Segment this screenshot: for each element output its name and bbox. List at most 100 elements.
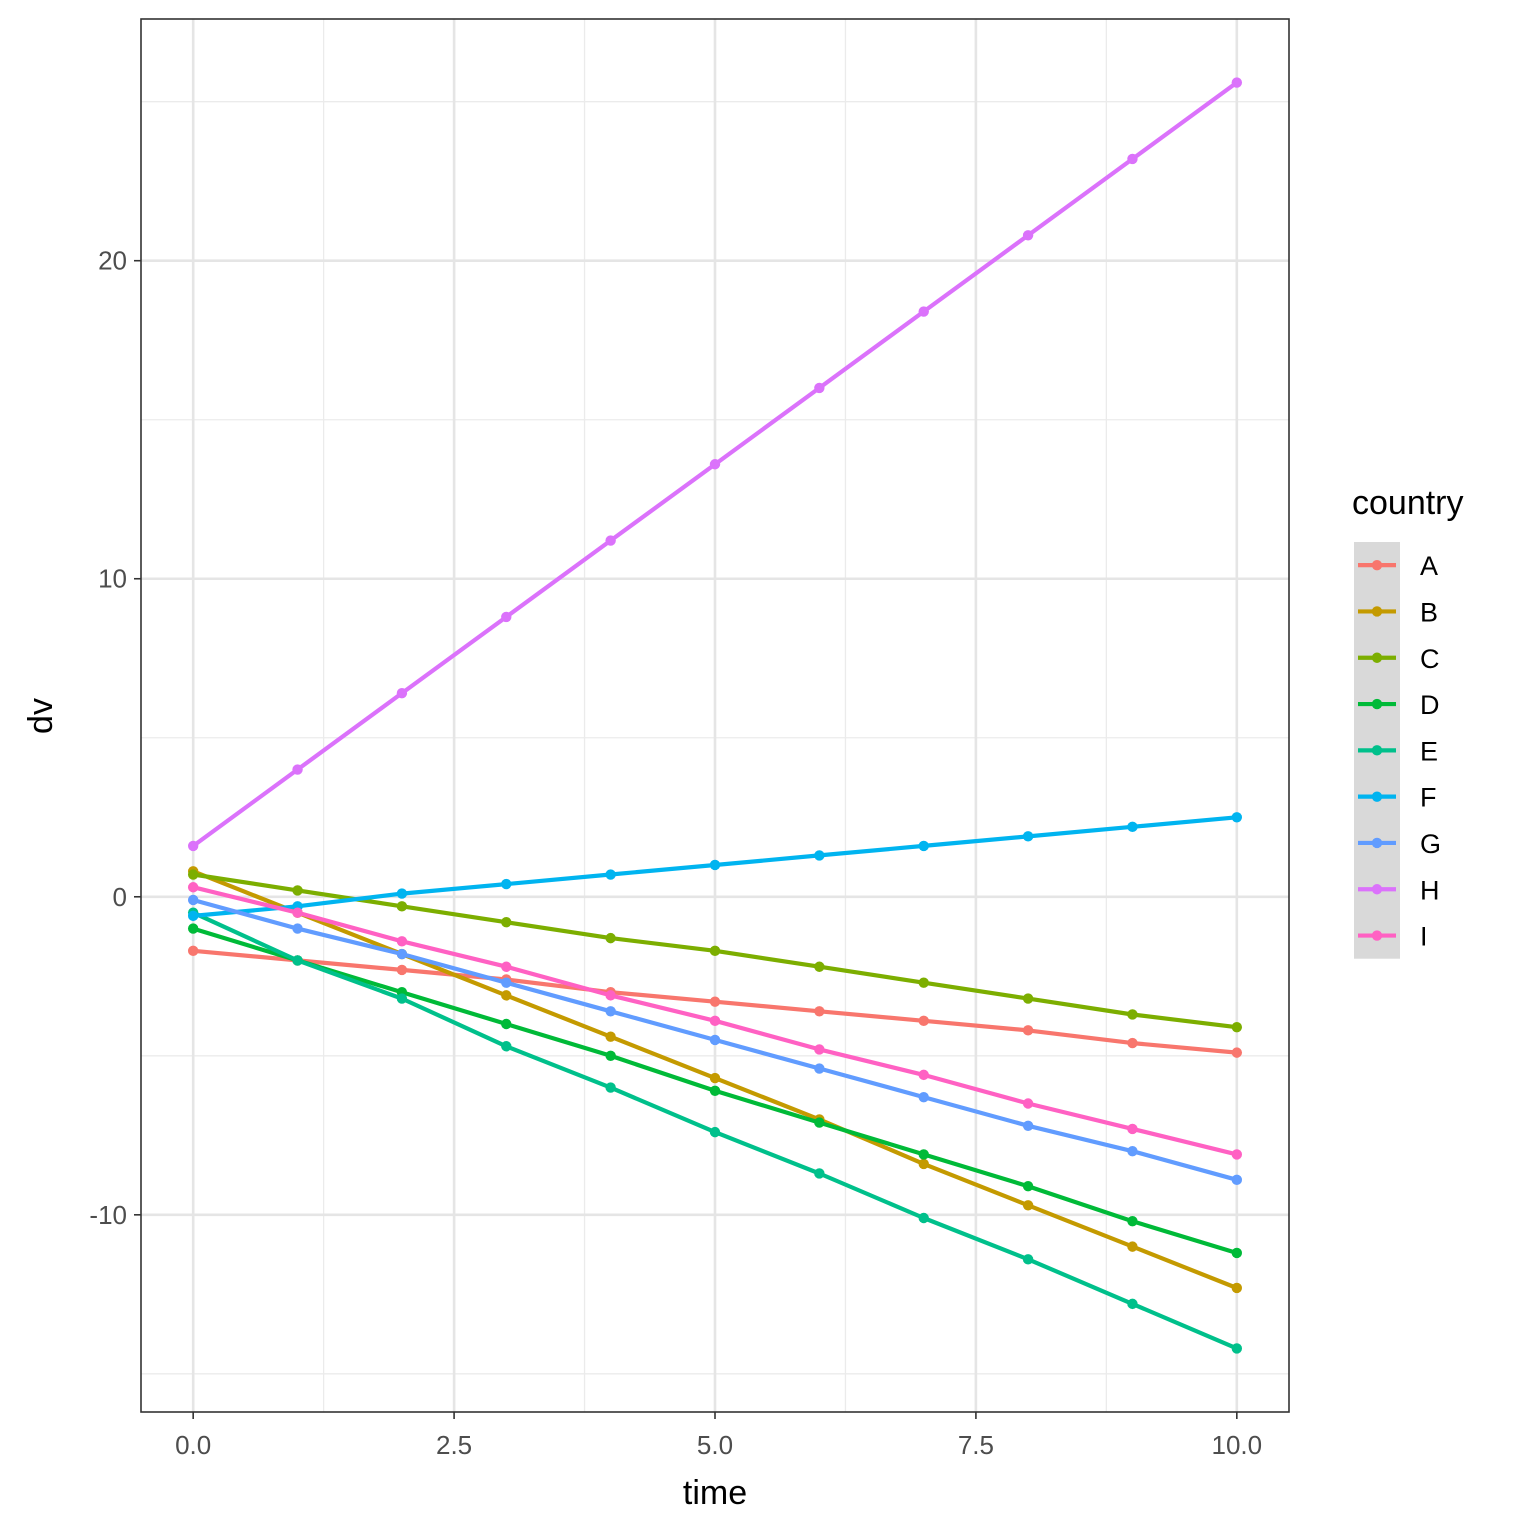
data-point-H	[1127, 153, 1138, 165]
data-point-G	[396, 948, 408, 960]
legend-label: D	[1420, 690, 1440, 720]
data-point-H	[605, 535, 616, 546]
data-point-E	[709, 1126, 721, 1138]
data-point-E	[1127, 1298, 1138, 1310]
data-point-B	[1231, 1282, 1243, 1294]
data-point-H	[1231, 77, 1243, 88]
legend-item-C: C	[1358, 644, 1440, 674]
data-point-A	[918, 1015, 929, 1027]
data-point-H	[396, 688, 408, 699]
data-point-H	[501, 611, 512, 623]
data-point-A	[187, 945, 199, 957]
data-point-I	[814, 1044, 825, 1055]
data-point-B	[1022, 1200, 1034, 1211]
data-point-I	[605, 990, 616, 1001]
data-point-A	[1022, 1025, 1034, 1036]
data-point-H	[918, 306, 929, 317]
data-point-G	[187, 894, 199, 906]
legend-item-E: E	[1358, 736, 1438, 766]
legend-label: E	[1420, 736, 1438, 766]
legend-item-F: F	[1358, 783, 1437, 813]
y-tick-label: 0	[113, 882, 127, 912]
series-H	[187, 77, 1243, 852]
data-point-F	[605, 869, 616, 880]
data-point-G	[1231, 1174, 1243, 1186]
x-axis-title: time	[683, 1474, 747, 1512]
data-point-D	[1022, 1180, 1034, 1192]
legend-item-B: B	[1358, 597, 1438, 627]
data-point-I	[187, 882, 199, 893]
data-point-D	[814, 1117, 825, 1128]
legend-label: C	[1420, 644, 1440, 674]
data-point-C	[814, 961, 825, 972]
data-point-I	[501, 961, 512, 972]
data-point-E	[814, 1168, 825, 1179]
data-point-F	[1231, 812, 1243, 823]
y-tick-label: 10	[98, 564, 127, 594]
x-tick-label: 2.5	[436, 1430, 472, 1460]
data-point-F	[1022, 831, 1034, 842]
data-point-G	[918, 1091, 929, 1103]
legend-key-point	[1371, 652, 1383, 663]
series-D	[187, 923, 1243, 1259]
data-point-I	[292, 907, 303, 918]
data-point-H	[1022, 230, 1034, 241]
data-point-C	[918, 977, 929, 988]
data-point-C	[396, 901, 408, 912]
legend-key-point	[1371, 559, 1383, 571]
data-point-H	[814, 382, 825, 394]
data-point-C	[605, 932, 616, 944]
data-point-E	[501, 1041, 512, 1052]
legend-key-point	[1371, 698, 1383, 710]
legend-key-point	[1371, 930, 1383, 941]
series-G	[187, 894, 1243, 1186]
legend-label: I	[1420, 922, 1428, 952]
data-point-A	[814, 1006, 825, 1017]
legend-item-I: I	[1358, 922, 1428, 952]
data-point-D	[1231, 1247, 1243, 1259]
data-point-C	[292, 885, 303, 896]
legend-item-G: G	[1358, 829, 1441, 859]
data-point-D	[605, 1050, 616, 1061]
legend-title: country	[1352, 484, 1464, 522]
data-point-C	[1127, 1009, 1138, 1020]
data-point-H	[292, 764, 303, 775]
legend-label: A	[1420, 551, 1438, 581]
legend-label: H	[1420, 875, 1440, 905]
data-point-C	[709, 945, 721, 957]
data-point-E	[918, 1212, 929, 1224]
legend-label: F	[1420, 783, 1437, 813]
data-point-A	[709, 996, 721, 1007]
data-point-C	[1022, 993, 1034, 1004]
x-tick-label: 0.0	[175, 1430, 211, 1460]
data-point-G	[605, 1006, 616, 1017]
data-point-I	[1022, 1098, 1034, 1109]
series-layer	[187, 77, 1243, 1354]
x-tick-label: 7.5	[958, 1430, 994, 1460]
y-tick-label: 20	[98, 246, 127, 276]
data-point-G	[814, 1063, 825, 1074]
legend-key-point	[1371, 791, 1383, 802]
data-point-G	[292, 923, 303, 934]
data-point-I	[709, 1015, 721, 1027]
legend-key-point	[1371, 884, 1383, 895]
data-point-F	[709, 859, 721, 871]
data-point-E	[1231, 1343, 1243, 1354]
data-point-E	[605, 1082, 616, 1093]
series-I	[187, 882, 1243, 1160]
data-point-D	[918, 1149, 929, 1160]
data-point-E	[396, 993, 408, 1004]
data-point-E	[1022, 1254, 1034, 1265]
data-point-G	[709, 1034, 721, 1046]
x-tick-label: 10.0	[1212, 1430, 1263, 1460]
data-point-E	[292, 955, 303, 966]
legend-key-point	[1371, 606, 1383, 617]
x-tick-label: 5.0	[697, 1430, 733, 1460]
data-point-D	[501, 1018, 512, 1030]
x-axis: 0.0 2.5 5.0 7.5 10.0	[175, 1412, 1262, 1460]
data-point-G	[1022, 1120, 1034, 1131]
legend-label: G	[1420, 829, 1441, 859]
data-point-B	[605, 1031, 616, 1042]
